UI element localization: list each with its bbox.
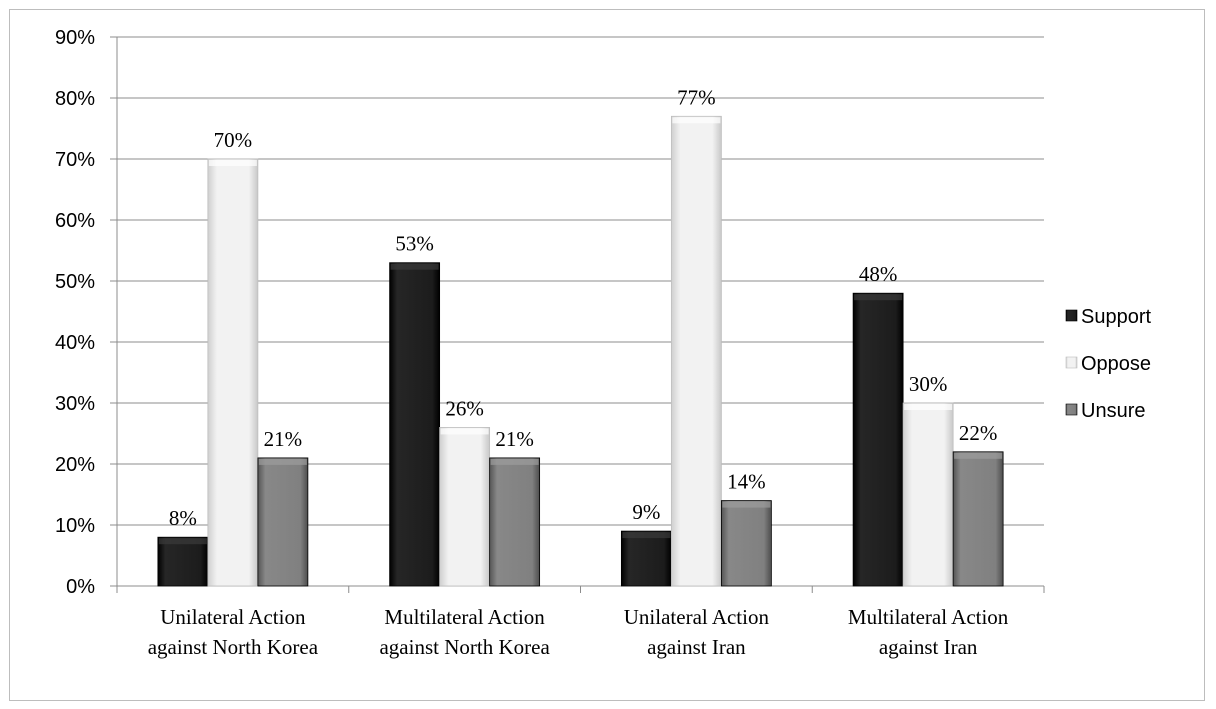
data-label: 77%: [677, 85, 716, 109]
legend-label: Unsure: [1081, 400, 1145, 422]
bar-bevel: [158, 538, 207, 545]
data-label: 21%: [264, 427, 303, 451]
y-tick-label: 30%: [55, 393, 95, 415]
bar-bevel: [954, 452, 1003, 459]
data-label: 8%: [169, 506, 197, 530]
bar-bevel: [440, 428, 489, 435]
bar-support: [157, 536, 209, 587]
bar-oppose: [439, 426, 491, 587]
data-label: 26%: [445, 396, 484, 420]
bar-unsure: [257, 457, 309, 587]
y-tick-label: 80%: [55, 88, 95, 110]
y-tick-label: 40%: [55, 332, 95, 354]
data-label: 48%: [859, 262, 898, 286]
x-category-label: Unilateral Action: [624, 605, 770, 629]
bar-unsure: [489, 457, 541, 587]
bar-oppose: [207, 158, 259, 587]
bar-oppose: [670, 115, 722, 587]
legend-label: Support: [1081, 306, 1151, 328]
y-tick-label: 0%: [66, 576, 95, 598]
x-category-label: against North Korea: [379, 635, 550, 659]
y-tick-label: 10%: [55, 515, 95, 537]
legend-swatch-unsure: [1065, 403, 1078, 416]
legend-label: Oppose: [1081, 353, 1151, 375]
bar-bevel: [854, 294, 903, 301]
data-label: 30%: [909, 372, 948, 396]
bar-bevel: [258, 458, 307, 465]
y-tick-label: 60%: [55, 210, 95, 232]
data-label: 9%: [632, 500, 660, 524]
bar-unsure: [952, 451, 1004, 587]
bar-bevel: [904, 404, 953, 410]
bar-bevel: [722, 501, 771, 508]
bar-support: [852, 292, 904, 587]
data-label: 14%: [727, 470, 766, 494]
data-label: 53%: [395, 232, 434, 256]
bar-bevel: [672, 117, 721, 124]
legend-swatch-oppose: [1065, 356, 1078, 369]
bar-bevel: [390, 263, 439, 270]
x-category-label: Unilateral Action: [160, 605, 306, 629]
bar-support: [620, 530, 672, 587]
x-category-label: against Iran: [879, 635, 978, 659]
data-label: 70%: [214, 128, 253, 152]
y-tick-label: 50%: [55, 271, 95, 293]
bar-unsure: [720, 500, 772, 587]
y-tick-label: 90%: [55, 27, 95, 49]
bar-bevel: [208, 160, 257, 166]
legend-swatch-support: [1065, 309, 1078, 322]
x-category-label: against Iran: [647, 635, 746, 659]
x-category-label: against North Korea: [148, 635, 319, 659]
data-label: 21%: [495, 427, 534, 451]
y-tick-label: 70%: [55, 149, 95, 171]
data-label: 22%: [959, 421, 998, 445]
y-tick-label: 20%: [55, 454, 95, 476]
x-category-label: Multilateral Action: [848, 605, 1009, 629]
bar-support: [389, 262, 441, 587]
x-category-label: Multilateral Action: [384, 605, 545, 629]
bar-oppose: [902, 402, 954, 587]
bar-bevel: [490, 458, 539, 465]
bar-bevel: [622, 532, 671, 539]
